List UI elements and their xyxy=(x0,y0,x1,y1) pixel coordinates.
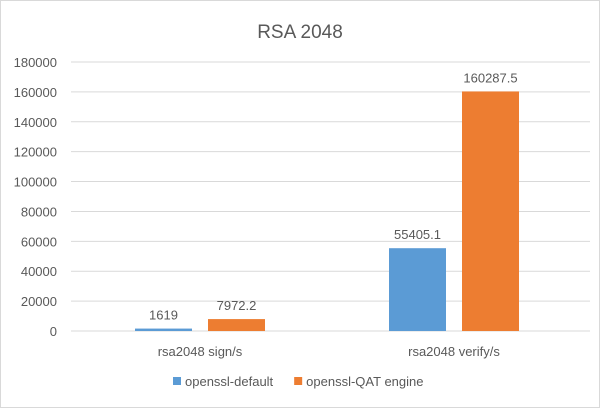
y-tick-label: 120000 xyxy=(14,145,57,160)
data-label: 7972.2 xyxy=(217,298,257,313)
bar-openssl-QAT engine xyxy=(462,91,519,332)
chart-title: RSA 2048 xyxy=(257,22,343,43)
y-tick-label: 40000 xyxy=(21,264,57,279)
legend-swatch xyxy=(173,377,181,385)
data-label: 160287.5 xyxy=(463,70,517,85)
y-tick-label: 20000 xyxy=(21,294,57,309)
bar-openssl-default xyxy=(389,248,446,331)
bar-openssl-default xyxy=(135,328,192,331)
y-tick-label: 80000 xyxy=(21,204,57,219)
data-label: 1619 xyxy=(149,308,178,323)
y-tick-label: 180000 xyxy=(14,55,57,70)
legend-label: openssl-default xyxy=(185,374,274,389)
data-label: 55405.1 xyxy=(394,227,441,242)
y-tick-label: 160000 xyxy=(14,85,57,100)
y-tick-label: 60000 xyxy=(21,234,57,249)
bar-openssl-QAT engine xyxy=(208,319,265,331)
legend-swatch xyxy=(294,377,303,385)
x-tick-label: rsa2048 sign/s xyxy=(158,344,243,359)
y-tick-label: 140000 xyxy=(14,115,57,130)
legend-label: openssl-QAT engine xyxy=(306,374,423,389)
y-tick-label: 0 xyxy=(50,324,57,339)
y-tick-label: 100000 xyxy=(14,175,57,190)
x-tick-label: rsa2048 verify/s xyxy=(408,344,500,359)
